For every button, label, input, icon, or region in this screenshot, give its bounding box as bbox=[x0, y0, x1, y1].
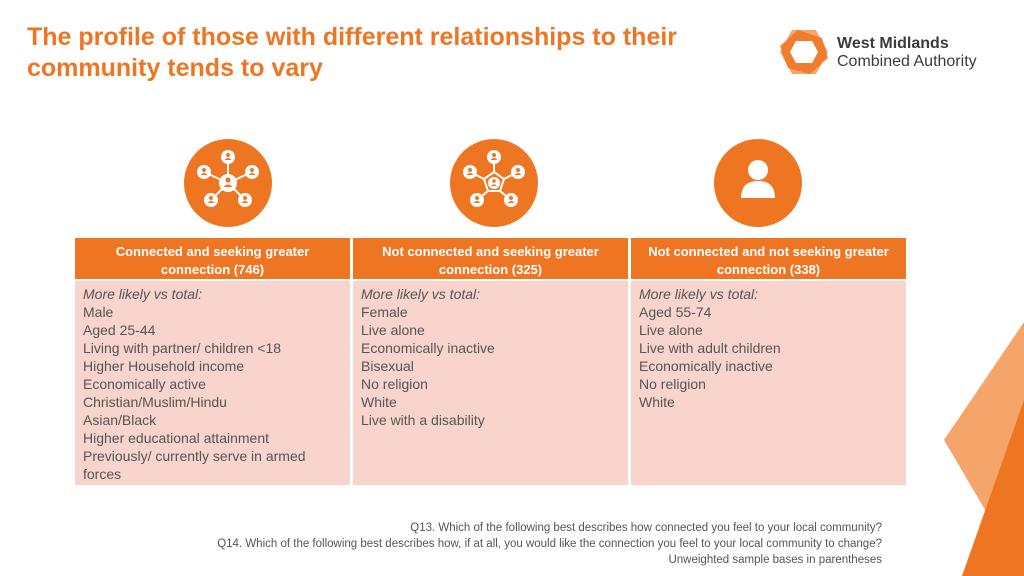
list-item: No religion bbox=[361, 376, 428, 392]
list-item: White bbox=[361, 394, 397, 410]
list-item: White bbox=[639, 394, 675, 410]
column-intro: More likely vs total: bbox=[361, 286, 481, 302]
list-item: Living with partner/ children <18 bbox=[83, 340, 282, 356]
column-body: More likely vs total: Female Live alone … bbox=[353, 281, 628, 485]
wmca-logo: West Midlands Combined Authority bbox=[778, 28, 1008, 76]
footnote-bases: Unweighted sample bases in parentheses bbox=[668, 554, 882, 566]
list-item: Higher educational attainment bbox=[83, 430, 270, 446]
footnote: Q13. Which of the following best describ… bbox=[217, 520, 882, 568]
list-item: Economically inactive bbox=[361, 340, 495, 356]
wmca-logo-icon bbox=[780, 30, 828, 74]
list-item: Christian/Muslim/Hindu bbox=[83, 394, 227, 410]
logo-text-line1: West Midlands bbox=[837, 35, 949, 52]
list-item: Live with a disability bbox=[361, 412, 485, 428]
column-header: Connected and seeking greater connection… bbox=[75, 238, 350, 279]
column-intro: More likely vs total: bbox=[639, 286, 759, 302]
column-header: Not connected and not seeking greater co… bbox=[631, 238, 906, 279]
list-item: Female bbox=[361, 304, 408, 320]
footnote-q13: Q13. Which of the following best describ… bbox=[410, 522, 882, 534]
profile-column-not-connected-seeking: Not connected and seeking greater connec… bbox=[353, 238, 628, 485]
list-item: Aged 25-44 bbox=[83, 322, 156, 338]
list-item: Previously/ currently serve in armed for… bbox=[83, 448, 306, 482]
list-item: Economically active bbox=[83, 376, 206, 392]
list-item: Bisexual bbox=[361, 358, 414, 374]
list-item: Asian/Black bbox=[83, 412, 157, 428]
footnote-q14: Q14. Which of the following best describ… bbox=[217, 538, 882, 550]
column-header: Not connected and seeking greater connec… bbox=[353, 238, 628, 279]
network-people-icon bbox=[184, 139, 272, 227]
corner-decoration bbox=[944, 322, 1024, 576]
profile-column-connected-seeking: Connected and seeking greater connection… bbox=[75, 238, 350, 485]
list-item: No religion bbox=[639, 376, 706, 392]
column-intro: More likely vs total: bbox=[83, 286, 203, 302]
network-people-disconnected-icon bbox=[450, 139, 538, 227]
column-body: More likely vs total: Male Aged 25-44 Li… bbox=[75, 281, 350, 485]
list-item: Economically inactive bbox=[639, 358, 773, 374]
list-item: Aged 55-74 bbox=[639, 304, 712, 320]
list-item: Live alone bbox=[639, 322, 703, 338]
single-person-icon bbox=[714, 139, 802, 227]
list-item: Live with adult children bbox=[639, 340, 781, 356]
list-item: Live alone bbox=[361, 322, 425, 338]
profile-table: Connected and seeking greater connection… bbox=[75, 238, 908, 485]
page-title: The profile of those with different rela… bbox=[27, 23, 678, 82]
list-item: Higher Household income bbox=[83, 358, 245, 374]
column-body: More likely vs total: Aged 55-74 Live al… bbox=[631, 281, 906, 485]
logo-text-line2: Combined Authority bbox=[837, 53, 977, 70]
list-item: Male bbox=[83, 304, 114, 320]
profile-column-not-connected-not-seeking: Not connected and not seeking greater co… bbox=[631, 238, 906, 485]
